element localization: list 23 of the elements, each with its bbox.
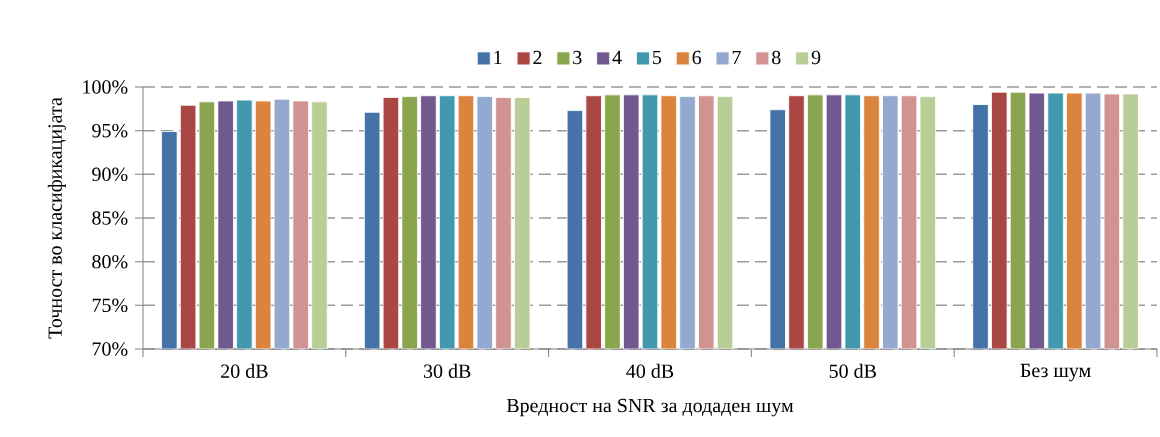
y-tick-label: 80% xyxy=(92,254,128,269)
x-tick-label: 20 dB xyxy=(221,363,268,378)
legend-label: 6 xyxy=(692,50,702,65)
y-tick-label: 90% xyxy=(92,167,128,182)
y-tick-label: 100% xyxy=(83,80,128,94)
y-tick-label: 70% xyxy=(92,342,128,356)
legend-label: 2 xyxy=(533,50,542,65)
legend-label: 3 xyxy=(573,50,582,65)
y-tick-label: 95% xyxy=(92,123,128,138)
legend-label: 5 xyxy=(653,50,662,65)
legend-label: 1 xyxy=(494,50,502,65)
x-axis-title: Вредност на SNR за додаден шум xyxy=(506,398,794,417)
y-tick-label: 85% xyxy=(92,211,128,225)
legend-label: 4 xyxy=(612,50,622,65)
x-tick-label: Без шум xyxy=(1020,363,1091,382)
legend-label: 9 xyxy=(811,50,821,65)
legend-label: 7 xyxy=(732,50,741,64)
x-tick-label: 30 dB xyxy=(423,363,471,378)
legend-label: 8 xyxy=(772,50,781,65)
y-axis-title: Точност во класификацијата xyxy=(47,97,66,339)
y-tick-label: 75% xyxy=(92,298,128,313)
x-tick-label: 40 dB xyxy=(626,363,674,378)
x-tick-label: 50 dB xyxy=(829,363,876,378)
